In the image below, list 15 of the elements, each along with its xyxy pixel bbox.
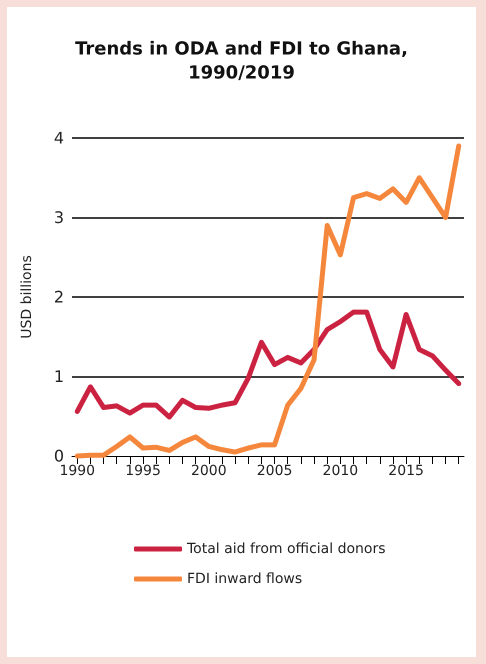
y-tick-label: 2 — [54, 288, 64, 306]
x-tick-label: 2005 — [256, 463, 292, 479]
y-tick-label: 1 — [54, 367, 64, 386]
y-axis-title: USD billions — [19, 255, 35, 339]
x-tick-label: 1990 — [59, 463, 96, 479]
y-tick-label: 4 — [54, 128, 64, 148]
x-tick-label: 2000 — [190, 463, 227, 479]
y-tick-label: 3 — [54, 208, 64, 227]
x-tick-label: 1995 — [125, 463, 161, 479]
x-tick-label: 2015 — [388, 463, 424, 479]
legend-label: Total aid from official donors — [186, 541, 386, 557]
legend-label: FDI inward flows — [187, 571, 302, 587]
x-tick-label: 2010 — [322, 463, 358, 479]
chart-title: Trends in ODA and FDI to Ghana, 1990/2019 — [75, 38, 408, 84]
y-tick-label: 0 — [54, 446, 64, 466]
